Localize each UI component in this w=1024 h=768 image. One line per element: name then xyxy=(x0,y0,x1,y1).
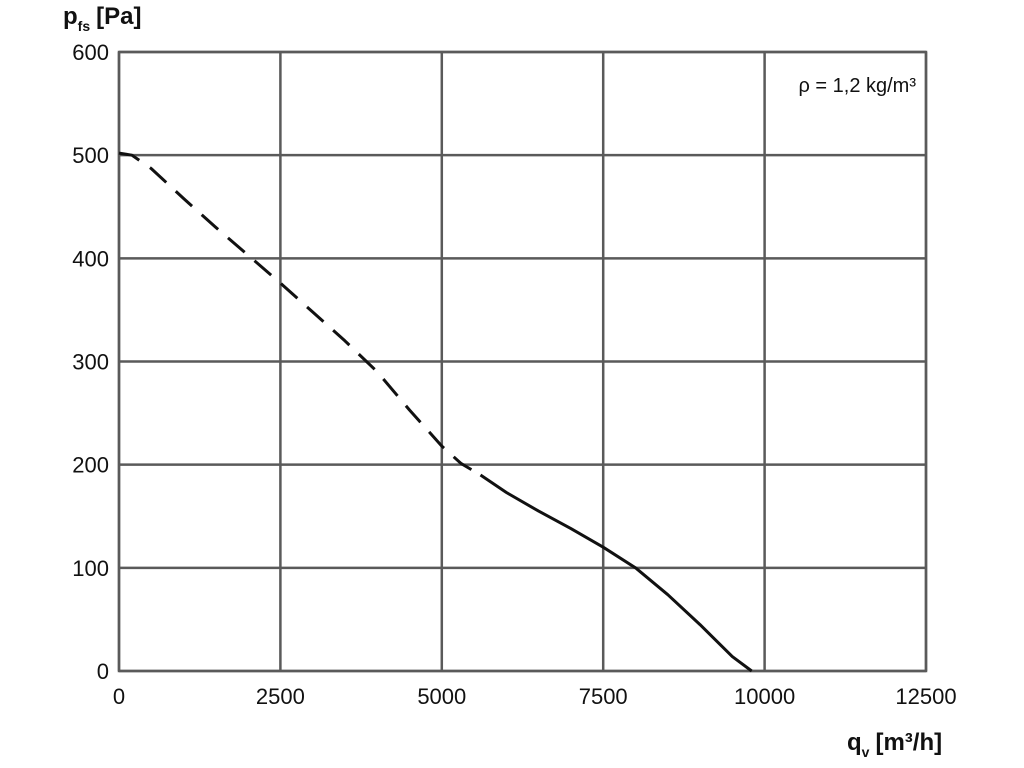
series-line-dashed xyxy=(118,151,482,477)
series-line-solid xyxy=(479,473,753,673)
y-tick-label: 100 xyxy=(72,556,109,581)
y-tick-labels: 0 100 200 300 400 500 600 xyxy=(72,40,109,684)
y-tick-label: 600 xyxy=(72,40,109,65)
x-tick-label: 10000 xyxy=(734,684,795,709)
x-tick-label: 5000 xyxy=(417,684,466,709)
x-axis-title: qv [m³/h] xyxy=(847,729,942,760)
density-annotation: ρ = 1,2 kg/m³ xyxy=(798,75,916,97)
y-axis-title-sub: fs xyxy=(78,18,91,34)
y-axis-title: pfs [Pa] xyxy=(63,3,141,34)
grid xyxy=(117,50,928,673)
series-layer xyxy=(118,151,753,673)
y-tick-label: 300 xyxy=(72,350,109,375)
plot-frame xyxy=(117,50,928,673)
x-tick-labels: 0 2500 5000 7500 10000 12500 xyxy=(113,684,957,709)
y-tick-label: 200 xyxy=(72,453,109,478)
x-axis-title-sub: v xyxy=(862,744,870,760)
y-tick-label: 400 xyxy=(72,246,109,271)
x-tick-label: 2500 xyxy=(256,684,305,709)
y-tick-label: 0 xyxy=(97,659,109,684)
x-tick-label: 12500 xyxy=(895,684,956,709)
y-tick-label: 500 xyxy=(72,143,109,168)
y-axis-title-unit: [Pa] xyxy=(96,3,141,30)
y-axis-title-main: p xyxy=(63,3,78,30)
x-tick-label: 0 xyxy=(113,684,125,709)
x-tick-label: 7500 xyxy=(579,684,628,709)
x-axis-title-main: q xyxy=(847,729,862,756)
x-axis-title-unit: [m³/h] xyxy=(875,729,942,756)
